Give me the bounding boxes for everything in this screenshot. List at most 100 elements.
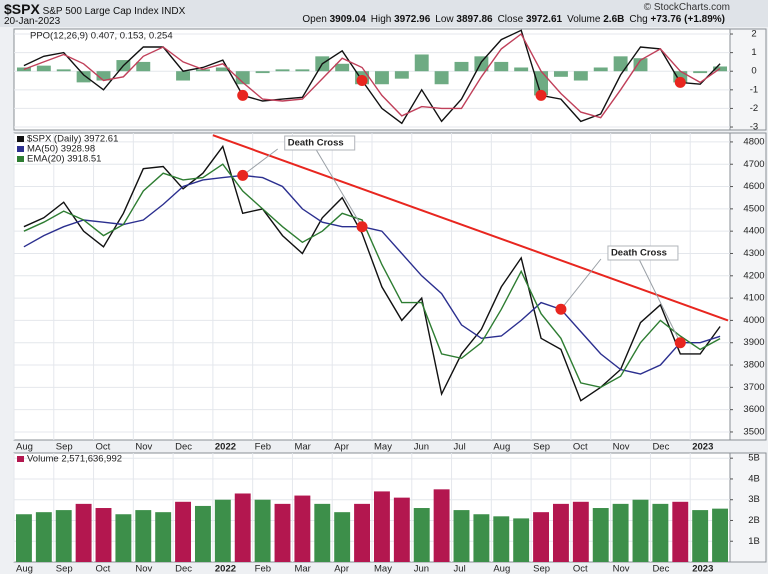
cross-marker <box>237 89 249 101</box>
volume-bar <box>15 514 32 562</box>
y-tick-label: 3500 <box>743 426 764 437</box>
y-tick-label: 4800 <box>743 136 764 147</box>
x-tick-label: Jul <box>454 564 466 574</box>
y-tick-label: 4000 <box>743 315 764 326</box>
volume-bar <box>35 512 52 562</box>
x-tick-label: 2022 <box>215 442 236 453</box>
histogram-bar <box>176 71 191 81</box>
x-tick-label: Aug <box>16 564 33 574</box>
volume-bar <box>194 505 211 562</box>
header: $SPX S&P 500 Large Cap Index INDX 20-Jan… <box>0 0 768 28</box>
volume-bar <box>473 514 490 562</box>
date: 20-Jan-2023 <box>4 16 61 27</box>
volume-bar <box>672 501 689 562</box>
x-tick-label: Sep <box>533 564 550 574</box>
y-tick-label: -2 <box>750 103 758 114</box>
axis-strip <box>729 132 767 441</box>
plot-area <box>13 28 731 131</box>
x-tick-label: Oct <box>573 442 588 453</box>
exchange: INDX <box>161 6 186 17</box>
y-tick-label: 4200 <box>743 270 764 281</box>
y-tick-label: -1 <box>750 84 758 95</box>
x-tick-label: Dec <box>175 442 192 453</box>
y-tick-label: 3700 <box>743 382 764 393</box>
series-line <box>23 32 721 119</box>
annotation-leader <box>315 148 363 227</box>
x-tick-label: Aug <box>493 564 510 574</box>
annotation-leader <box>638 258 681 343</box>
volume-bar <box>95 508 112 562</box>
series-line <box>23 29 721 125</box>
y-tick-label: 3800 <box>743 360 764 371</box>
axis-strip <box>729 452 767 563</box>
volume-bar <box>692 510 709 562</box>
volume-bar <box>334 512 351 562</box>
legend-swatch <box>17 136 24 142</box>
volume-bar <box>533 512 550 562</box>
volume-bar <box>652 503 669 562</box>
quote-label: Volume <box>567 14 601 25</box>
volume-bar <box>433 489 450 562</box>
histogram-bar <box>56 69 71 72</box>
panel-title: Volume 2,571,636,992 <box>27 454 122 465</box>
y-tick-label: 3600 <box>743 404 764 415</box>
quote-label: Low <box>435 14 454 25</box>
histogram-bar <box>673 71 688 83</box>
y-tick-label: 2B <box>748 515 760 526</box>
x-tick-label: Dec <box>652 442 669 453</box>
annotation-leader <box>242 148 279 176</box>
volume-bar <box>552 503 569 562</box>
x-tick-label: Feb <box>255 564 271 574</box>
x-tick-label: Dec <box>175 564 192 574</box>
symbol-line: $SPX S&P 500 Large Cap Index INDX <box>4 1 185 17</box>
x-tick-label: Nov <box>135 564 152 574</box>
volume-bar <box>175 501 192 562</box>
x-tick-label: Sep <box>56 564 73 574</box>
cross-marker <box>674 337 686 349</box>
x-tick-label: Feb <box>255 442 271 453</box>
histogram-bar <box>76 71 91 83</box>
x-tick-label: 2023 <box>692 564 713 574</box>
legend-entry: MA(50) 3928.98 <box>27 144 95 155</box>
histogram-bar <box>215 67 230 72</box>
histogram-bar <box>514 67 529 72</box>
series-line <box>23 174 721 375</box>
quote-label: Open <box>302 14 327 25</box>
volume-bar <box>234 493 251 562</box>
volume-bar <box>75 503 92 562</box>
x-tick-label: Oct <box>96 564 111 574</box>
quote-label: Close <box>497 14 524 25</box>
histogram-bar <box>195 69 210 72</box>
series-line <box>23 144 721 402</box>
volume-bar <box>513 518 530 562</box>
y-tick-label: 1B <box>748 536 760 547</box>
annotation-box <box>607 245 679 261</box>
histogram-bar <box>255 71 270 74</box>
x-tick-label: Oct <box>573 564 588 574</box>
cross-marker <box>356 75 368 87</box>
x-tick-label: Oct <box>96 442 111 453</box>
x-tick-label: 2022 <box>215 564 236 574</box>
x-tick-label: Mar <box>294 564 310 574</box>
y-tick-label: 4300 <box>743 248 764 259</box>
histogram-bar <box>534 71 549 96</box>
histogram-bar <box>235 71 250 85</box>
volume-bar <box>254 499 271 562</box>
x-tick-label: 2023 <box>692 442 713 453</box>
panel-title: PPO(12,26,9) 0.407, 0.153, 0.254 <box>30 31 173 42</box>
volume-bar <box>373 491 390 562</box>
copyright: © StockCharts.com <box>643 2 730 13</box>
histogram-bar <box>136 61 151 72</box>
y-tick-label: 5B <box>748 453 760 464</box>
volume-bar <box>55 510 72 562</box>
volume-bar <box>135 510 152 562</box>
volume-bar <box>214 499 231 562</box>
y-tick-label: -3 <box>750 122 758 133</box>
cross-marker <box>555 303 567 315</box>
volume-bar <box>314 503 331 562</box>
x-tick-label: Mar <box>294 442 310 453</box>
histogram-bar <box>553 71 568 77</box>
volume-bar <box>612 503 629 562</box>
volume-bar <box>155 512 172 562</box>
histogram-bar <box>275 69 290 72</box>
